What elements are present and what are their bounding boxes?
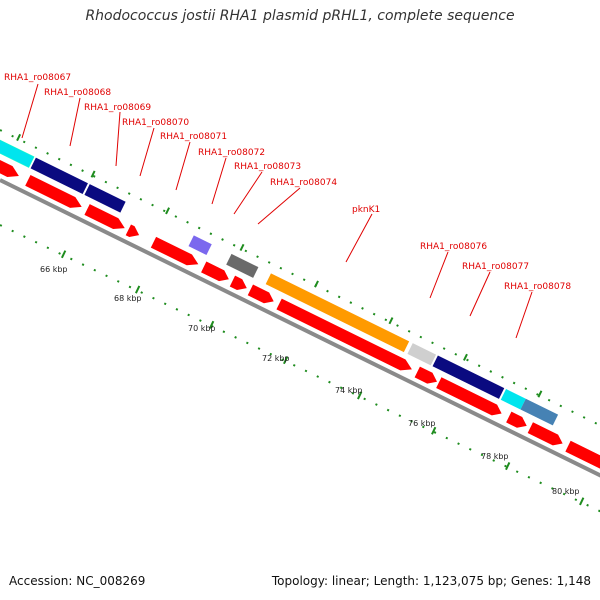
gene-pknK1[interactable] — [265, 273, 410, 353]
label-leaders — [21, 83, 533, 339]
gene-label[interactable]: RHA1_ro08067 — [4, 73, 71, 83]
backbone — [0, 178, 600, 491]
red-gene-1[interactable] — [0, 151, 22, 181]
gene-RHA1_ro08077[interactable] — [432, 355, 505, 399]
map-title: Rhodococcus jostii RHA1 plasmid pRHL1, c… — [85, 8, 515, 24]
scale-label: 70 kbp — [188, 324, 216, 333]
red-gene-4[interactable] — [125, 224, 142, 240]
gene-RHA1_ro08068[interactable] — [30, 157, 88, 195]
red-gene-14[interactable] — [565, 440, 600, 480]
gene-label[interactable]: RHA1_ro08069 — [84, 103, 151, 113]
scale-labels: 66 kbp 68 kbp 70 kbp 72 kbp 74 kbp 76 kb… — [40, 265, 580, 496]
scale-label: 74 kbp — [335, 386, 363, 395]
red-gene-3[interactable] — [84, 204, 127, 233]
gene-RHA1_ro08074[interactable] — [226, 253, 259, 278]
gene-RHA1_ro08069[interactable] — [84, 184, 126, 213]
scale-label: 78 kbp — [481, 452, 509, 461]
gene-RHA1_ro08078-b[interactable] — [520, 398, 559, 426]
gene-RHA1_ro08076[interactable] — [407, 343, 437, 366]
red-gene-7[interactable] — [229, 275, 250, 294]
gene-label[interactable]: RHA1_ro08077 — [462, 262, 529, 272]
red-gene-6[interactable] — [201, 261, 231, 285]
gene-RHA1_ro08078-a[interactable] — [500, 389, 526, 410]
gene-RHA1_ro08072[interactable] — [188, 235, 212, 255]
scale-label: 72 kbp — [262, 354, 290, 363]
red-gene-5[interactable] — [150, 236, 201, 270]
gene-label[interactable]: RHA1_ro08078 — [504, 282, 571, 292]
scale-label: 76 kbp — [408, 419, 436, 428]
red-gene-13[interactable] — [527, 422, 566, 449]
gene-label[interactable]: RHA1_ro08068 — [44, 88, 111, 98]
gene-RHA1_ro08067[interactable] — [0, 130, 35, 168]
gene-labels: RHA1_ro08067 RHA1_ro08068 RHA1_ro08069 R… — [4, 73, 571, 292]
gene-label[interactable]: RHA1_ro08071 — [160, 132, 227, 142]
topology-text: Topology: linear; Length: 1,123,075 bp; … — [271, 574, 591, 588]
gene-label[interactable]: pknK1 — [352, 205, 380, 215]
scale-label: 68 kbp — [114, 294, 142, 303]
scale-label: 80 kbp — [552, 487, 580, 496]
gene-label[interactable]: RHA1_ro08072 — [198, 148, 265, 158]
red-gene-2[interactable] — [25, 175, 84, 212]
gene-label[interactable]: RHA1_ro08070 — [122, 118, 189, 128]
upper-strand-genes — [0, 130, 559, 426]
gene-label[interactable]: RHA1_ro08076 — [420, 242, 487, 252]
red-gene-8[interactable] — [247, 284, 277, 307]
gene-label[interactable]: RHA1_ro08074 — [270, 178, 337, 188]
red-gene-9[interactable] — [276, 298, 414, 375]
scale-label: 66 kbp — [40, 265, 68, 274]
scale-track — [0, 224, 600, 528]
accession-text: Accession: NC_008269 — [9, 574, 146, 588]
upper-guide-ticks — [16, 133, 543, 398]
gene-label[interactable]: RHA1_ro08073 — [234, 162, 301, 172]
lower-strand-genes — [0, 151, 600, 480]
red-gene-11[interactable] — [436, 377, 504, 419]
red-gene-12[interactable] — [506, 411, 529, 432]
red-gene-10[interactable] — [414, 366, 440, 387]
